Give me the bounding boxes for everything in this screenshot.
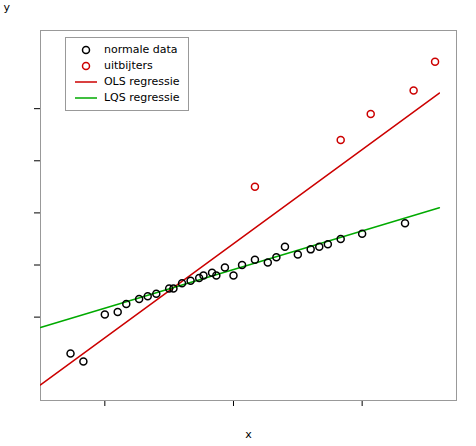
html-text:normale data: normale data — [104, 43, 178, 57]
svg-text:y: y — [4, 1, 11, 14]
html-text:LQS regressie: LQS regressie — [104, 91, 180, 105]
html-text:uitbijters: uitbijters — [104, 59, 153, 73]
svg-text:x: x — [245, 428, 252, 441]
html-text:OLS regressie: OLS regressie — [104, 75, 180, 89]
